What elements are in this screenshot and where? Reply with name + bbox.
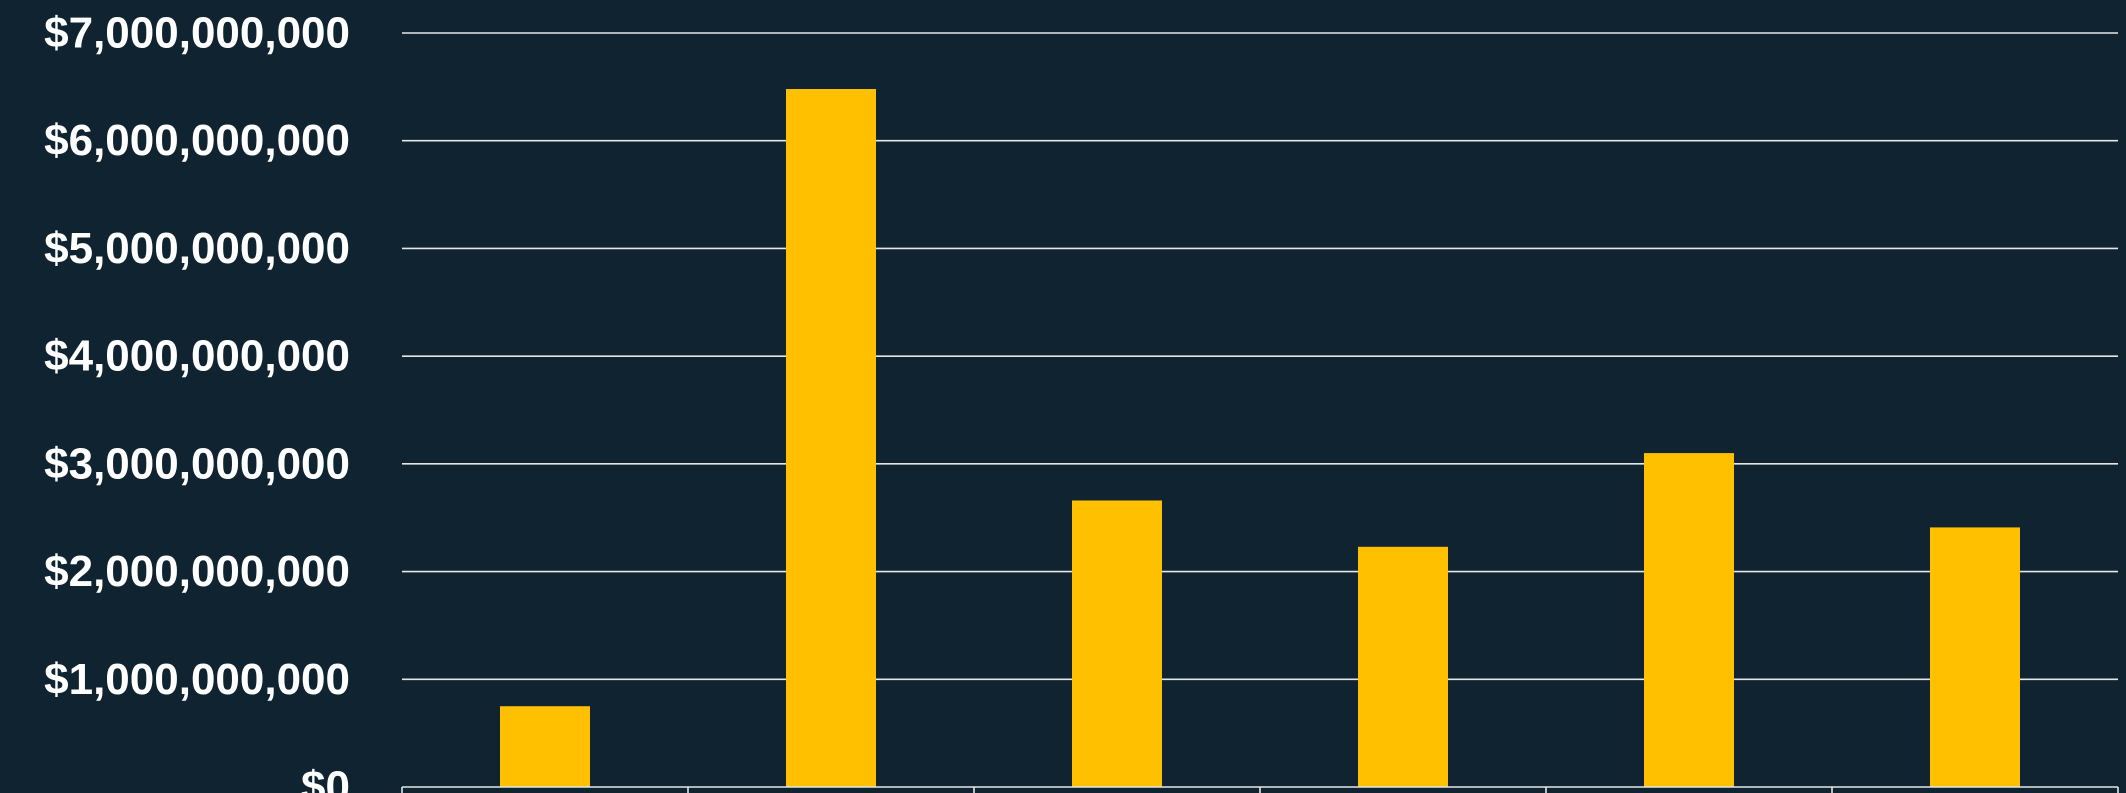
bars — [500, 89, 2020, 788]
bar — [1930, 527, 2020, 787]
y-tick-label: $7,000,000,000 — [44, 9, 350, 58]
y-axis-tick-labels: $0 $1,000,000,000 $2,000,000,000 $3,000,000… — [44, 9, 350, 793]
y-tick-label: $6,000,000,000 — [44, 116, 350, 165]
x-axis — [401, 786, 2119, 793]
bar — [1644, 453, 1734, 787]
y-tick-label: $1,000,000,000 — [44, 655, 350, 704]
y-tick-label: $2,000,000,000 — [44, 547, 350, 596]
y-tick-label: $4,000,000,000 — [44, 332, 350, 381]
gridlines — [402, 32, 2118, 681]
bar — [500, 706, 590, 787]
bar — [1358, 546, 1448, 787]
y-tick-label: $5,000,000,000 — [44, 224, 350, 273]
bar — [786, 89, 876, 788]
y-tick-label: $0 — [301, 763, 350, 793]
bar — [1072, 500, 1162, 787]
y-tick-label: $3,000,000,000 — [44, 439, 350, 488]
